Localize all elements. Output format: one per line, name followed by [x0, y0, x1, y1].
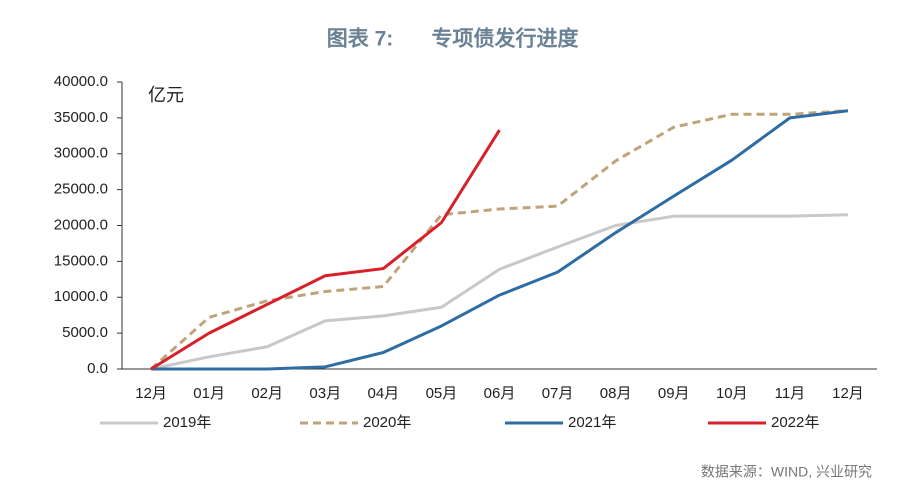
legend-label: 2022年: [771, 414, 819, 431]
legend-label: 2019年: [163, 414, 211, 431]
x-tick-label: 05月: [426, 385, 458, 402]
y-tick-label: 0.0: [87, 360, 108, 377]
legend-label: 2020年: [363, 414, 411, 431]
y-axis-label: 亿元: [148, 85, 184, 105]
y-tick-label: 20000.0: [54, 216, 108, 233]
x-tick-label: 09月: [658, 385, 690, 402]
x-tick-label: 02月: [251, 385, 283, 402]
x-tick-label: 06月: [484, 385, 516, 402]
x-tick-label: 11月: [775, 385, 806, 402]
series-line: [150, 213, 848, 371]
source-note: 数据来源：WIND, 兴业研究: [701, 464, 872, 480]
series-line: [150, 129, 501, 371]
x-tick-label: 04月: [368, 385, 400, 402]
x-tick-label: 01月: [193, 385, 225, 402]
y-tick-label: 35000.0: [54, 109, 108, 126]
x-tick-label: 12月: [832, 385, 864, 402]
x-tick-label: 03月: [309, 385, 341, 402]
x-tick-label: 07月: [542, 385, 574, 402]
y-tick-label: 25000.0: [54, 181, 108, 198]
chart-title-label: 图表 7:: [327, 28, 394, 51]
y-tick-label: 30000.0: [54, 145, 108, 162]
y-tick-label: 10000.0: [54, 288, 108, 305]
x-tick-label: 12月: [135, 385, 167, 402]
y-tick-label: 40000.0: [54, 73, 108, 90]
series-line: [151, 109, 849, 371]
y-tick-label: 15000.0: [54, 252, 108, 269]
y-tick-label: 5000.0: [62, 324, 108, 341]
x-tick-label: 10月: [716, 385, 748, 402]
chart-title: 专项债发行进度: [432, 27, 579, 51]
series-line: [150, 109, 849, 371]
x-tick-label: 08月: [600, 385, 632, 402]
legend-label: 2021年: [568, 414, 616, 431]
